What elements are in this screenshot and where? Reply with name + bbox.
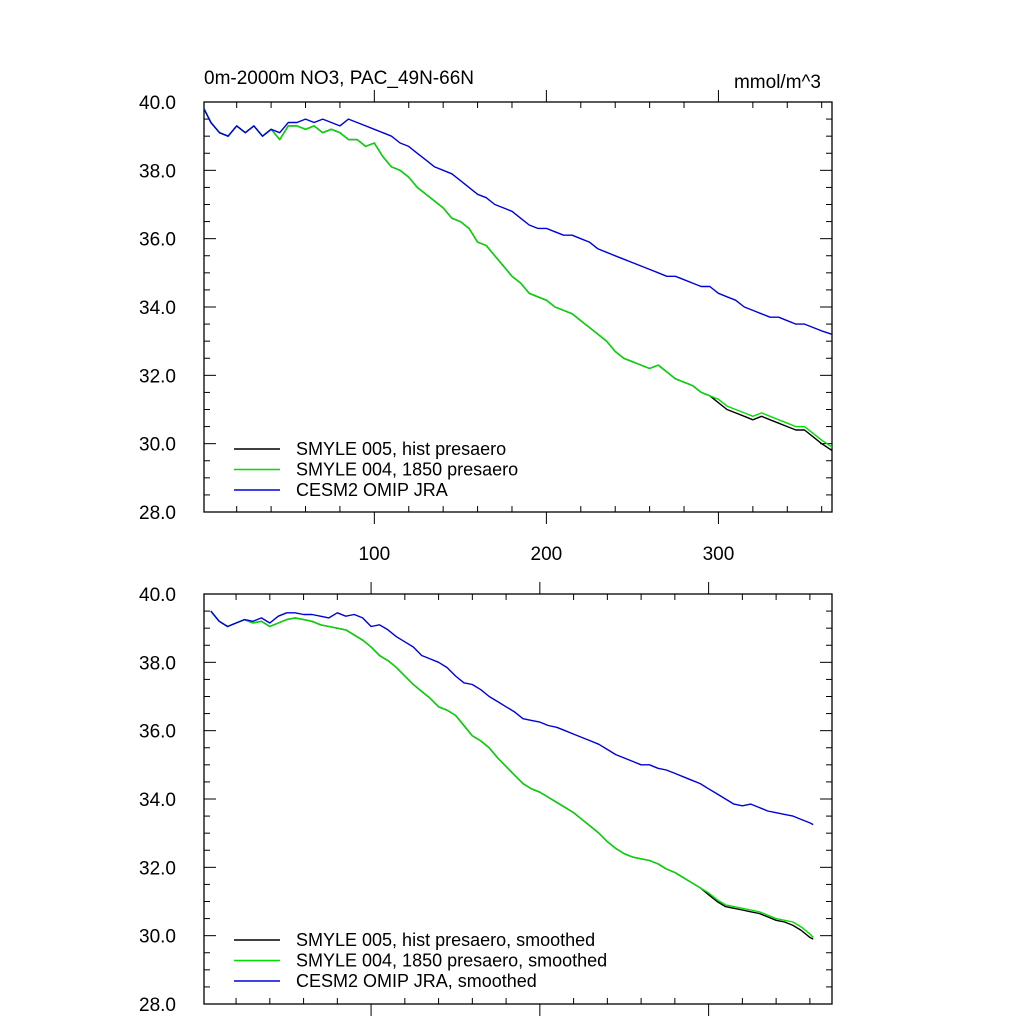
y-tick-label: 30.0 xyxy=(139,435,176,456)
y-tick-label: 38.0 xyxy=(139,161,176,182)
x-tick-label: 300 xyxy=(703,544,735,565)
top-axis-ticks: 28.0 30.0 32.0 34.0 36.0 38.0 40.0 100 200 300 xyxy=(139,90,832,565)
x-tick-label: 100 xyxy=(358,544,390,565)
bottom-panel: 28.0 30.0 32.0 34.0 36.0 38.0 40.0 SMYLE 005, … xyxy=(139,582,833,1016)
top-series-lines xyxy=(203,108,833,452)
top-panel: 0m-2000m NO3, PAC_49N-66N mmol/m^3 28.0 3… xyxy=(139,68,833,565)
y-tick-label: 32.0 xyxy=(139,858,176,879)
y-tick-label: 40.0 xyxy=(139,585,176,606)
legend-label: SMYLE 005, hist presaero, smoothed xyxy=(296,930,595,950)
series-line-2 xyxy=(203,108,833,448)
series-line-2 xyxy=(210,610,814,938)
legend-label: CESM2 OMIP JRA, smoothed xyxy=(296,971,537,991)
x-tick-label: 200 xyxy=(531,544,563,565)
y-tick-label: 30.0 xyxy=(139,927,176,948)
series-line-1 xyxy=(210,610,814,940)
y-tick-label: 28.0 xyxy=(139,503,176,524)
bottom-axis-ticks: 28.0 30.0 32.0 34.0 36.0 38.0 40.0 xyxy=(139,582,832,1016)
legend-label: SMYLE 004, 1850 presaero xyxy=(296,460,518,480)
series-line-3 xyxy=(210,610,814,826)
legend-label: CESM2 OMIP JRA xyxy=(296,480,448,500)
top-panel-title: 0m-2000m NO3, PAC_49N-66N xyxy=(204,68,474,89)
series-line-3 xyxy=(203,108,833,335)
bottom-series-lines xyxy=(210,610,814,940)
y-tick-label: 34.0 xyxy=(139,298,176,319)
series-line-1 xyxy=(203,108,833,452)
y-tick-label: 32.0 xyxy=(139,366,176,387)
y-tick-label: 40.0 xyxy=(139,93,176,114)
legend-label: SMYLE 004, 1850 presaero, smoothed xyxy=(296,951,607,971)
y-tick-label: 36.0 xyxy=(139,230,176,251)
top-panel-units: mmol/m^3 xyxy=(734,72,821,93)
y-tick-label: 28.0 xyxy=(139,995,176,1016)
bottom-legend: SMYLE 005, hist presaero, smoothedSMYLE … xyxy=(234,930,607,991)
y-tick-label: 38.0 xyxy=(139,653,176,674)
y-tick-label: 34.0 xyxy=(139,790,176,811)
legend-label: SMYLE 005, hist presaero xyxy=(296,439,506,459)
y-tick-label: 36.0 xyxy=(139,722,176,743)
